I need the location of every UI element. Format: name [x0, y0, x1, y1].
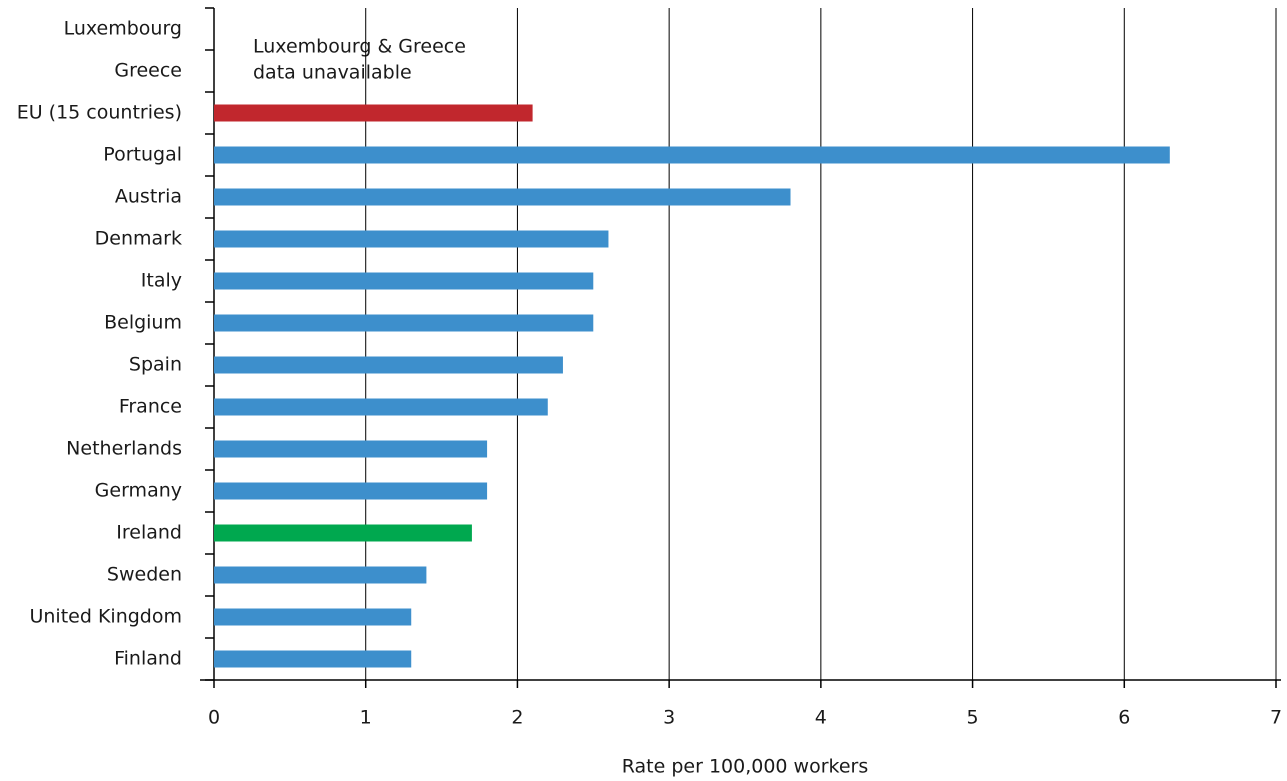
bar [214, 608, 412, 626]
x-tick-label: 6 [1118, 707, 1130, 729]
x-tick-label: 5 [967, 707, 979, 729]
y-tick-label: Ireland [116, 522, 182, 544]
x-tick-label: 4 [815, 707, 827, 729]
x-tick-label: 2 [511, 707, 523, 729]
y-tick-label: Netherlands [66, 438, 182, 460]
bar [214, 440, 488, 458]
bar [214, 272, 594, 290]
y-tick-label: EU (15 countries) [17, 102, 182, 124]
x-axis-label: Rate per 100,000 workers [622, 756, 869, 778]
bar [214, 230, 609, 248]
bar [214, 314, 594, 332]
x-tick-label: 7 [1270, 707, 1282, 729]
y-tick-label: Luxembourg [64, 18, 182, 40]
y-tick-label: Greece [114, 60, 182, 82]
y-tick-label: Italy [141, 270, 182, 292]
x-tick-label: 3 [663, 707, 675, 729]
y-tick-label: France [119, 396, 182, 418]
x-tick-label: 1 [360, 707, 372, 729]
bar [214, 524, 472, 542]
y-tick-label: Sweden [107, 564, 182, 586]
bar [214, 482, 488, 500]
y-tick-label: United Kingdom [29, 606, 182, 628]
y-tick-label: Finland [114, 648, 182, 670]
bar [214, 146, 1170, 164]
bar [214, 356, 563, 374]
bar [214, 104, 533, 122]
bar [214, 650, 412, 668]
annotation: data unavailable [253, 62, 412, 84]
y-tick-label: Portugal [103, 144, 182, 166]
y-tick-label: Germany [95, 480, 182, 502]
annotation: Luxembourg & Greece [253, 36, 466, 58]
bar [214, 398, 548, 416]
y-tick-label: Austria [115, 186, 182, 208]
y-tick-label: Denmark [95, 228, 182, 250]
y-tick-label: Belgium [104, 312, 182, 334]
x-tick-label: 0 [208, 707, 220, 729]
y-tick-label: Spain [129, 354, 182, 376]
bar [214, 566, 427, 584]
bar [214, 188, 791, 206]
